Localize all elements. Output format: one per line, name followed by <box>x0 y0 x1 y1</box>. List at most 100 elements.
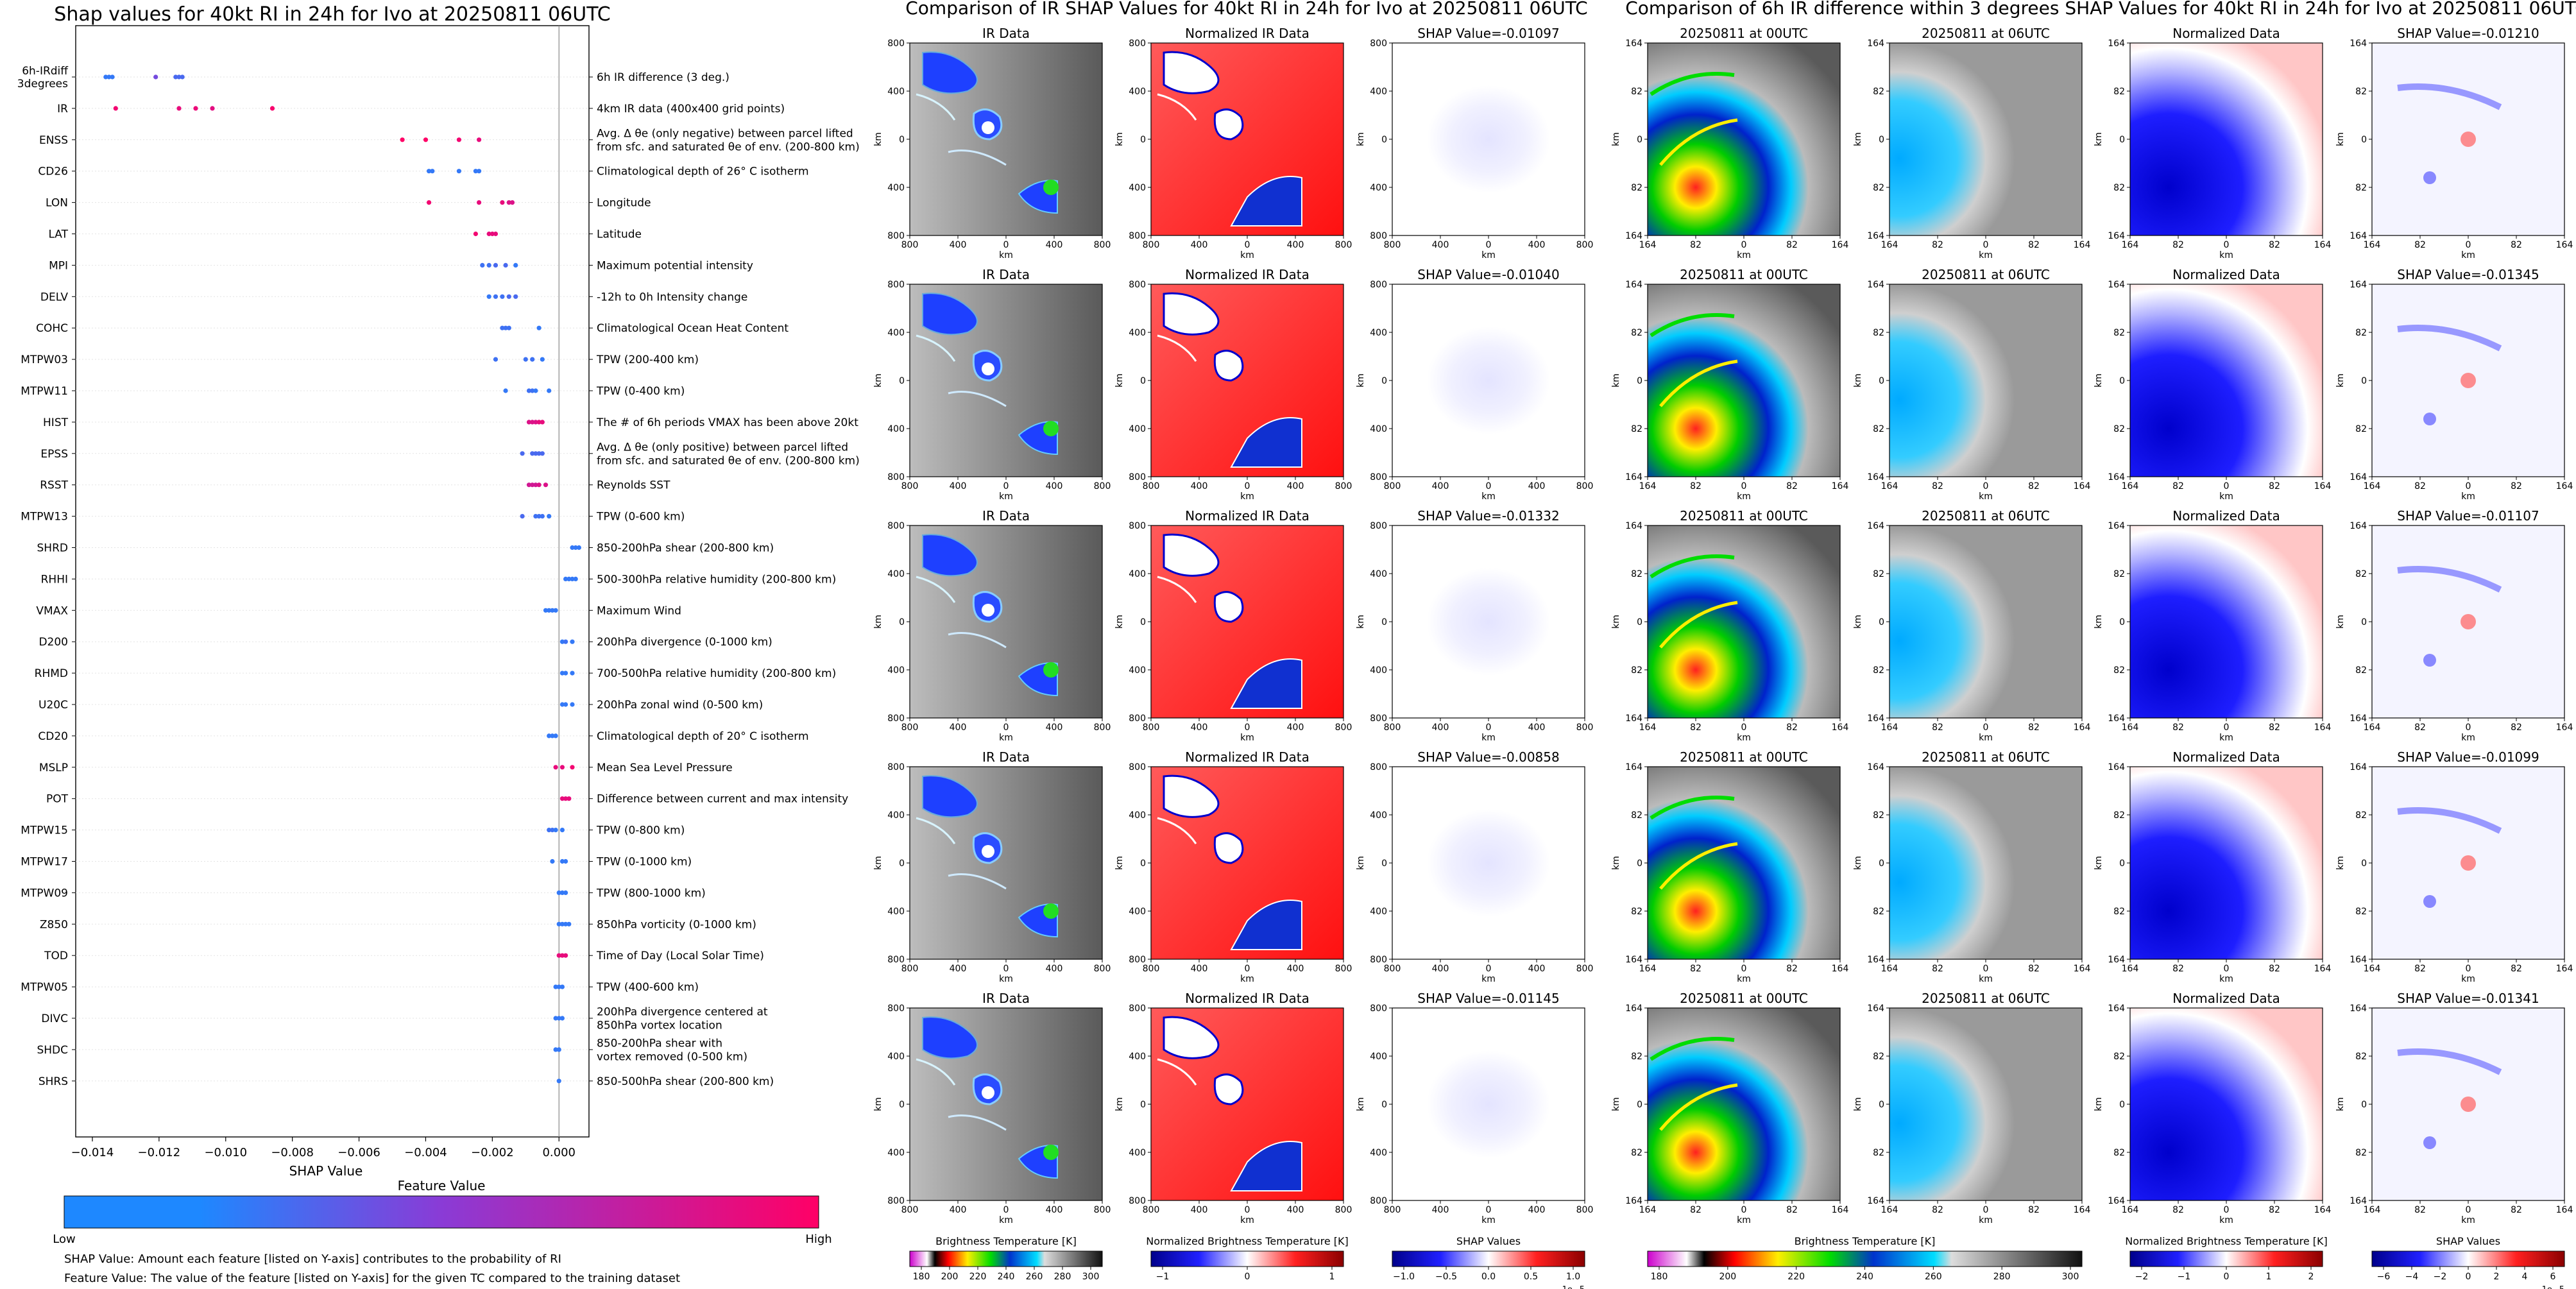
ir-core <box>1043 421 1059 436</box>
shap-point <box>573 576 578 582</box>
colorbar-tick-label: 220 <box>969 1272 987 1282</box>
panel-ytick-label: 82 <box>1873 1148 1884 1158</box>
panel-ytick-label: 82 <box>2355 907 2367 917</box>
panel-ytick-label: 164 <box>1867 1196 1884 1206</box>
panel-ylabel: km <box>2094 615 2104 629</box>
panel-ylabel: km <box>2335 373 2346 388</box>
shap-point <box>530 482 535 488</box>
shap-point <box>570 576 575 582</box>
panel-ytick-label: 800 <box>1129 1003 1146 1014</box>
panel-xlabel: km <box>2461 491 2475 502</box>
feature-label: RSST <box>40 479 68 492</box>
panel-xtick-label: 800 <box>901 1205 919 1215</box>
panel-xtick-label: 400 <box>1528 481 1546 491</box>
panel-xtick-label: 82 <box>2511 240 2522 250</box>
panel-ylabel: km <box>873 373 883 388</box>
panel-xtick-label: 0 <box>2224 964 2230 974</box>
panel-xtick-label: 800 <box>1335 964 1352 974</box>
panel-xtick-label: 0 <box>1486 481 1492 491</box>
shap-blob <box>1427 1050 1550 1158</box>
feature-label: MTPW17 <box>21 856 68 869</box>
panel-ytick-label: 82 <box>1873 328 1884 338</box>
panel-xtick-label: 82 <box>2028 722 2040 733</box>
shap-point <box>550 858 555 864</box>
shap-point <box>427 200 432 205</box>
panel-xlabel: km <box>999 1215 1013 1225</box>
feature-label: U20C <box>38 699 68 712</box>
panel-ytick-label: 0 <box>1879 617 1884 627</box>
norm-cloud <box>1213 1073 1244 1105</box>
panel-xlabel: km <box>1240 491 1254 502</box>
panel-ytick-label: 164 <box>1867 1003 1884 1014</box>
panel-xtick-label: 800 <box>1384 481 1401 491</box>
ir-band <box>916 1058 956 1086</box>
norm-band <box>1157 1058 1197 1086</box>
panel-ytick-label: 400 <box>1370 569 1387 579</box>
feature-label: SHDC <box>37 1044 68 1057</box>
feature-description: vortex removed (0-500 km) <box>597 1050 747 1063</box>
panel-xlabel: km <box>1481 250 1496 260</box>
shap-point <box>540 357 545 362</box>
feature-label: 6h-IRdiff <box>22 65 69 78</box>
panel-xtick-label: 400 <box>1287 481 1304 491</box>
panel-xlabel: km <box>1481 733 1496 743</box>
panel-ytick-label: 82 <box>1873 1052 1884 1062</box>
panel-xlabel: km <box>1240 974 1254 984</box>
panel-xtick-label: 82 <box>1932 240 1943 250</box>
shap-point <box>559 702 565 707</box>
panel-xtick-label: 164 <box>1881 964 1898 974</box>
shap-point <box>550 828 555 833</box>
panel-xtick-label: 800 <box>1576 1205 1594 1215</box>
panel-ytick-label: 82 <box>1631 569 1642 579</box>
panel-title: Normalized Data <box>2172 749 2280 765</box>
panel-xlabel: km <box>1737 250 1751 260</box>
panel-ytick-label: 82 <box>2113 183 2125 193</box>
feature-label: MPI <box>49 259 68 272</box>
panel-title: SHAP Value=-0.01210 <box>2397 26 2539 41</box>
colorbar-tick-label: −1.0 <box>1393 1272 1415 1282</box>
panel-xtick-label: 0 <box>1741 1205 1747 1215</box>
feature-description: 200hPa zonal wind (0-500 km) <box>597 699 763 712</box>
panel-xtick-label: 800 <box>1576 240 1594 250</box>
panel-title: 20250811 at 06UTC <box>1922 26 2050 41</box>
shap-spot <box>2461 373 2476 388</box>
shap-point <box>536 482 542 488</box>
shap-point <box>533 514 538 519</box>
ir-cloud <box>922 293 978 336</box>
panel-xlabel: km <box>1240 250 1254 260</box>
panel-xtick-label: 800 <box>1143 240 1160 250</box>
shap-point <box>559 921 565 926</box>
panel-xtick-label: 164 <box>2556 964 2573 974</box>
panel-ylabel: km <box>1853 1097 1863 1111</box>
shap-point <box>559 984 565 989</box>
panel-xtick-label: 800 <box>1143 722 1160 733</box>
norm-cloud <box>1213 350 1244 382</box>
xtick-label: −0.006 <box>337 1146 380 1159</box>
feature-colorbar <box>64 1195 819 1229</box>
xtick-label: 0.000 <box>542 1146 576 1159</box>
panel-xlabel: km <box>1240 733 1254 743</box>
ir-band <box>948 391 1007 407</box>
panel-xtick-label: 800 <box>1384 1205 1401 1215</box>
panel-xtick-label: 164 <box>2364 481 2381 491</box>
panel-xtick-label: 164 <box>2556 240 2573 250</box>
irdiff-00utc-image <box>1648 767 1840 959</box>
panel-ytick-label: 0 <box>1140 1100 1146 1110</box>
panel-xtick-label: 0 <box>2466 240 2471 250</box>
panel-ytick-label: 82 <box>2113 1148 2125 1158</box>
panel-ytick-label: 0 <box>2361 1100 2367 1110</box>
shap-point <box>570 702 575 707</box>
panel-xtick-label: 164 <box>2122 481 2139 491</box>
normalized-data-image <box>2130 767 2323 959</box>
panel-xtick-label: 0 <box>1741 481 1747 491</box>
feature-description: 500-300hPa relative humidity (200-800 km… <box>597 573 836 586</box>
feature-description: Maximum potential intensity <box>597 259 753 272</box>
shap-point <box>550 608 555 613</box>
shap-point <box>559 1016 565 1021</box>
shap-point <box>559 953 565 958</box>
panel-ylabel: km <box>2335 856 2346 870</box>
panel-xtick-label: 0 <box>2466 1205 2471 1215</box>
panel-ytick-label: 800 <box>1370 38 1387 49</box>
shap-point <box>547 608 552 613</box>
shap-point <box>493 294 499 299</box>
